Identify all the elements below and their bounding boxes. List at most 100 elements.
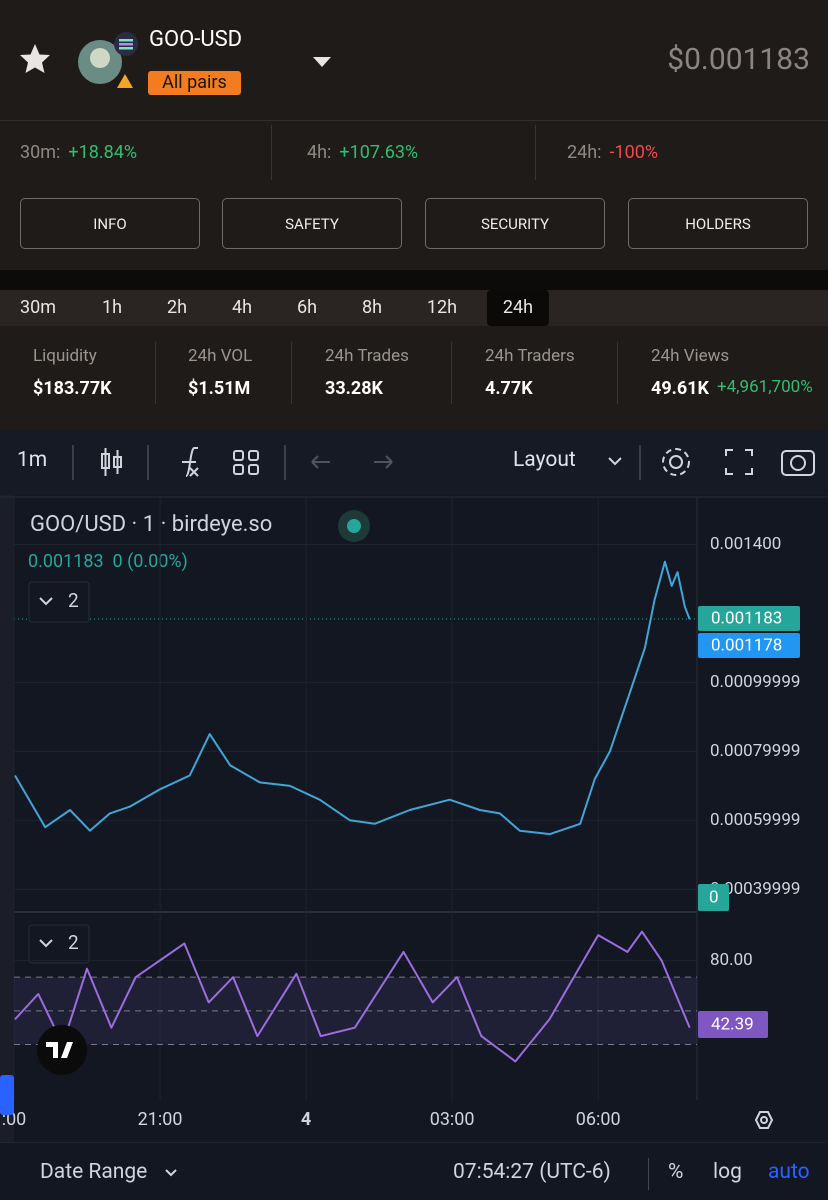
timeframe[interactable]: 2h xyxy=(166,297,188,318)
mark-price-tag xyxy=(698,633,800,658)
timeframe[interactable]: 1h xyxy=(101,297,123,318)
legend-ohlc: 0.001183 0 (0.00%) xyxy=(28,551,188,572)
log-toggle[interactable]: log xyxy=(713,1160,742,1184)
timeframe[interactable]: 6h xyxy=(296,297,318,318)
tv-logo-mark xyxy=(46,1042,73,1058)
indicator-toggle[interactable] xyxy=(28,924,90,964)
rsi-tag-text: 42.39 xyxy=(711,1014,754,1034)
axis-settings-dot xyxy=(760,1116,768,1124)
y-tick-label: 0.001400 xyxy=(710,534,781,554)
date-range[interactable]: Date Range xyxy=(40,1160,148,1184)
timeframe[interactable]: 8h xyxy=(361,297,383,318)
fullscreen-icon[interactable] xyxy=(725,449,753,475)
y-tick-label: 0.00099999 xyxy=(710,672,800,692)
status-dot xyxy=(347,519,361,533)
stat-label: 24h Views xyxy=(651,346,730,366)
tab-button[interactable]: SECURITY xyxy=(425,198,605,249)
divider xyxy=(155,342,156,404)
dropdown-arrow[interactable] xyxy=(312,55,332,69)
change-label: 4h: xyxy=(307,142,332,163)
tab-button[interactable]: INFO xyxy=(20,198,200,249)
change-label: 24h: xyxy=(567,142,602,163)
stat-value: $1.51M xyxy=(188,378,251,399)
layout-button[interactable]: Layout xyxy=(513,448,576,472)
chevron xyxy=(165,1169,177,1177)
divider xyxy=(291,342,292,404)
stat-label: 24h Traders xyxy=(485,346,575,366)
axis-settings[interactable] xyxy=(754,1111,774,1129)
indicator-toggle[interactable] xyxy=(28,581,90,623)
stat-change: +4,961,700% xyxy=(716,377,813,397)
divider xyxy=(648,1158,649,1190)
percent-toggle[interactable]: % xyxy=(668,1160,684,1184)
timeframe[interactable]: 12h xyxy=(426,297,458,318)
timeframe[interactable]: 4h xyxy=(231,297,253,318)
redo-icon[interactable] xyxy=(374,455,393,469)
stat-label: Liquidity xyxy=(33,346,97,366)
tab-button[interactable]: SAFETY xyxy=(222,198,402,249)
stat-value: 33.28K xyxy=(325,378,383,399)
divider xyxy=(451,342,452,404)
timeframe-bar xyxy=(0,290,828,326)
tab-button[interactable]: HOLDERS xyxy=(628,198,808,249)
left-strip xyxy=(0,495,14,1143)
auto-toggle[interactable]: auto xyxy=(768,1160,810,1184)
y-tick-label: 0.00039999 xyxy=(710,879,800,899)
rsi-tag xyxy=(698,1011,768,1038)
favorite-star[interactable] xyxy=(18,42,52,76)
indicator-count: 2 xyxy=(68,931,79,954)
chart-bg xyxy=(0,495,828,1143)
x-tick-label: 06:00 xyxy=(576,1109,621,1130)
stat-value: $183.77K xyxy=(33,378,112,399)
last-price-tag xyxy=(698,606,800,631)
change-value: +18.84% xyxy=(68,142,137,163)
settings-icon[interactable] xyxy=(662,448,690,476)
change-value: +107.63% xyxy=(339,142,419,163)
indicator-count: 2 xyxy=(68,589,79,612)
divider xyxy=(617,342,618,404)
chevron xyxy=(39,597,53,606)
x-tick-label: 21:00 xyxy=(138,1109,183,1130)
change-label: 30m: xyxy=(20,142,61,163)
y-tick-label: 0.00059999 xyxy=(710,810,800,830)
interval[interactable]: 1m xyxy=(17,448,48,472)
y-tick-label: 0.00079999 xyxy=(710,741,800,761)
series-line xyxy=(14,560,691,836)
gap xyxy=(0,270,828,290)
screenshot-icon[interactable] xyxy=(781,450,815,476)
stat-label: 24h Trades xyxy=(325,346,409,366)
legend-title: GOO/USD · 1 · birdeye.so xyxy=(30,512,272,537)
stat-value: 4.77K xyxy=(485,378,533,399)
x-tick-label: 4 xyxy=(301,1109,311,1130)
mark-price-tag-text: 0.001178 xyxy=(711,635,782,655)
token-price: $0.001183 xyxy=(667,42,810,77)
divider xyxy=(535,125,536,180)
volume-tag xyxy=(698,884,729,911)
x-tick-label: 03:00 xyxy=(430,1109,475,1130)
timeframe[interactable]: 30m xyxy=(19,297,57,318)
stat-label: 24h VOL xyxy=(188,346,253,366)
volume-tag-text: 0 xyxy=(709,887,719,907)
stat-value: 49.61K xyxy=(651,378,709,399)
tv-logo[interactable] xyxy=(37,1025,87,1075)
pairs-badge[interactable]: All pairs xyxy=(148,71,241,95)
divider xyxy=(0,120,828,121)
side-tab[interactable] xyxy=(0,1075,14,1115)
change-value: -100% xyxy=(609,142,659,163)
token-avatar xyxy=(78,32,138,88)
series-line xyxy=(14,930,691,1063)
timeframe[interactable]: 24h xyxy=(486,290,550,326)
layout-chevron[interactable] xyxy=(608,457,622,466)
undo-icon[interactable] xyxy=(311,455,330,469)
chart-toolbar xyxy=(0,430,828,495)
chart-area: GOO/USD · 1 · birdeye.so 0.001183 0 (0.0… xyxy=(0,495,828,1143)
header xyxy=(0,0,828,270)
last-price-tag-text: 0.001183 xyxy=(711,608,782,628)
indicators-icon[interactable] xyxy=(182,447,199,477)
candles-icon[interactable] xyxy=(101,448,122,476)
token-symbol: GOO-USD xyxy=(149,27,243,52)
clock: 07:54:27 (UTC-6) xyxy=(453,1160,611,1184)
y-tick-label: 80.00 xyxy=(710,950,753,970)
templates-icon[interactable] xyxy=(233,450,259,475)
